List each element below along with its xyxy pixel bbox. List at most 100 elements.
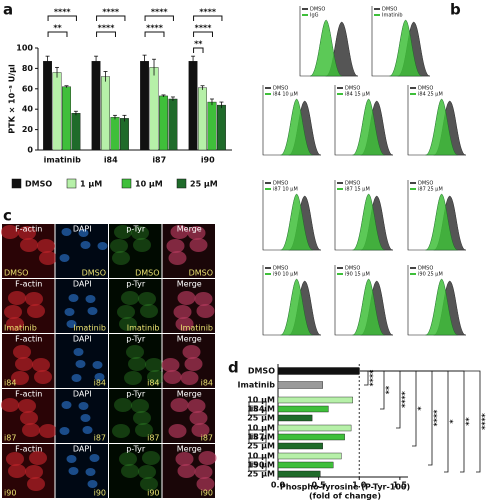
significance-label: **** <box>146 24 164 33</box>
cell <box>175 452 194 466</box>
legend-label: 10 µM <box>135 180 163 189</box>
legend-swatch <box>265 273 271 275</box>
significance-label: * <box>417 406 426 411</box>
cell <box>121 464 139 478</box>
cell <box>194 465 213 479</box>
group-box <box>248 429 267 444</box>
cell <box>66 455 77 463</box>
cell <box>187 226 206 240</box>
panel-label: d <box>228 359 239 377</box>
channel-label: Merge <box>177 280 202 289</box>
cell <box>32 358 50 372</box>
cell <box>177 464 196 478</box>
group-label: i84 <box>251 405 265 414</box>
cell <box>1 225 19 239</box>
cell <box>11 371 29 385</box>
micrograph: DAPI i90 <box>55 444 108 498</box>
row-label: i87 <box>201 434 213 443</box>
channel-label: F-actin <box>15 390 42 399</box>
cell <box>196 304 215 318</box>
group-box <box>248 401 267 416</box>
row-label: i90 <box>94 489 106 498</box>
micrograph: F-actin Imatinib <box>2 279 55 333</box>
channel-label: DAPI <box>73 335 92 344</box>
channel-label: p-Tyr <box>126 335 146 344</box>
legend-label: i84 10 µM <box>273 92 298 98</box>
y-tick-label: DMSO <box>248 367 275 376</box>
row-label: i90 <box>4 489 16 498</box>
significance-bracket <box>144 15 174 21</box>
bar <box>198 87 207 151</box>
bar <box>277 452 342 460</box>
legend-label: DMSO <box>418 86 433 92</box>
legend-label: i84 25 µM <box>418 92 443 98</box>
cell <box>68 467 79 475</box>
micrograph: DAPI i84 <box>55 334 108 388</box>
x-axis-label: Phospho-Tyrosine (P-Tyr-100) <box>280 483 410 492</box>
row-label: Imatinib <box>73 324 106 333</box>
cell <box>20 411 38 425</box>
micrograph-bg <box>55 444 108 498</box>
legend-swatch <box>410 267 416 269</box>
micrograph: DAPI DMSO <box>55 224 108 278</box>
cell <box>112 424 130 438</box>
cell <box>71 374 82 382</box>
micrograph: F-actin DMSO <box>1 224 57 278</box>
significance-bracket <box>193 31 213 37</box>
x-tick-label: i90 <box>201 156 215 165</box>
cell <box>6 452 24 466</box>
x-tick-label: imatinib <box>44 156 81 165</box>
y-tick-label: 40 <box>22 105 34 114</box>
legend-swatch <box>337 87 343 89</box>
sample-histogram <box>280 98 313 156</box>
legend-swatch <box>337 267 343 269</box>
legend-swatch <box>337 182 343 184</box>
legend-label: 25 µM <box>190 180 218 189</box>
channel-label: Merge <box>177 445 202 454</box>
bar <box>277 396 353 404</box>
y-tick-label: 80 <box>22 64 34 73</box>
legend-label: DMSO <box>345 266 360 272</box>
bar <box>277 442 323 450</box>
cell <box>177 291 196 305</box>
cell <box>59 254 70 262</box>
cell <box>173 305 192 319</box>
significance-label: **** <box>54 8 72 17</box>
x-tick-label: 1.0 <box>352 481 367 490</box>
legend-swatch <box>337 273 343 275</box>
y-tick-label: 100 <box>16 44 33 53</box>
cell <box>135 423 153 437</box>
micrograph: DAPI Imatinib <box>55 279 108 333</box>
cell <box>97 242 108 250</box>
cell <box>8 464 26 478</box>
cell <box>163 370 182 384</box>
cell <box>119 317 137 331</box>
legend-label: IgG <box>310 13 319 19</box>
micrograph-bg <box>109 224 162 278</box>
channel-label: Merge <box>177 225 202 234</box>
micrograph: F-actin i87 <box>1 389 57 443</box>
row-label: Imatinib <box>127 324 160 333</box>
legend-label: DMSO <box>418 181 433 187</box>
significance-bracket <box>47 15 77 21</box>
legend-swatch <box>265 87 271 89</box>
x-tick-label: 0.5 <box>312 481 327 490</box>
channel-label: DAPI <box>73 225 92 234</box>
cell <box>114 398 132 412</box>
cell <box>191 423 210 437</box>
bar <box>277 470 321 478</box>
y-tick-label: 20 <box>22 125 34 134</box>
cell <box>198 451 217 465</box>
legend-label: DMSO <box>273 86 288 92</box>
legend-swatch <box>302 14 308 16</box>
cell <box>182 345 201 359</box>
row-label: DMSO <box>4 269 28 278</box>
sample-histogram <box>309 19 343 77</box>
panel-label: c <box>3 207 12 225</box>
legend-swatch <box>337 188 343 190</box>
micrograph: p-Tyr DMSO <box>109 224 162 278</box>
sample-histogram <box>389 19 422 77</box>
cell <box>13 345 31 359</box>
